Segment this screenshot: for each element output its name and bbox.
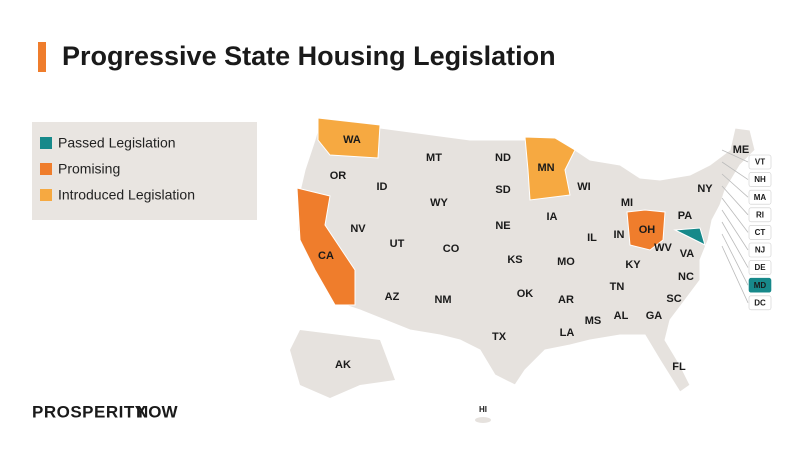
small-state-labels: VT NH MA RI CT NJ DE MD DC bbox=[721, 149, 772, 311]
state-label: PA bbox=[678, 210, 693, 222]
state-label: ND bbox=[495, 152, 511, 164]
legend-swatch bbox=[40, 137, 52, 149]
state-label: MT bbox=[426, 152, 442, 164]
logo: PROSPERITY NOW bbox=[32, 402, 179, 421]
state-label: SC bbox=[666, 293, 681, 305]
logo-first: PROSPERITY bbox=[32, 402, 147, 421]
state-label: OH bbox=[639, 224, 656, 236]
leader-line bbox=[721, 185, 749, 216]
state-label: IL bbox=[587, 232, 597, 244]
state-label: MN bbox=[537, 162, 554, 174]
state-wa bbox=[317, 117, 381, 159]
state-label: AR bbox=[558, 294, 574, 306]
small-state-label: VT bbox=[755, 158, 765, 167]
small-state-label: DC bbox=[754, 298, 766, 307]
legend-box bbox=[32, 122, 257, 220]
state-label: GA bbox=[646, 310, 663, 322]
state-oh bbox=[626, 209, 666, 251]
state-label: MS bbox=[585, 315, 602, 327]
legend-label: Introduced Legislation bbox=[58, 187, 195, 203]
state-label: KS bbox=[507, 254, 522, 266]
state-label: NM bbox=[434, 294, 451, 306]
legend-swatch bbox=[40, 163, 52, 175]
leader-line bbox=[721, 245, 749, 303]
small-state-label: NH bbox=[754, 175, 766, 184]
legend-swatch bbox=[40, 189, 52, 201]
small-state-box bbox=[748, 207, 772, 223]
state-label: ID bbox=[377, 181, 388, 193]
state-label: HI bbox=[479, 405, 487, 414]
state-label: SD bbox=[495, 184, 510, 196]
small-state-box bbox=[748, 242, 772, 258]
state-label: TX bbox=[492, 331, 507, 343]
leader-line bbox=[721, 161, 749, 180]
state-label: AK bbox=[335, 359, 351, 371]
state-label: ME bbox=[733, 144, 750, 156]
state-label: FL bbox=[672, 361, 686, 373]
state-label: VA bbox=[680, 248, 695, 260]
state-label: UT bbox=[390, 238, 405, 250]
leader-line bbox=[721, 209, 749, 251]
small-state-label: DE bbox=[754, 263, 766, 272]
leader-line bbox=[721, 221, 749, 268]
state-mn bbox=[524, 136, 576, 201]
state-label: WY bbox=[430, 197, 448, 209]
state-label: CO bbox=[443, 243, 460, 255]
small-state-label: MD bbox=[754, 281, 767, 290]
small-state-label: CT bbox=[755, 228, 766, 237]
small-state-box bbox=[748, 295, 772, 311]
legend-label: Promising bbox=[58, 161, 120, 177]
small-state-label: RI bbox=[756, 210, 764, 219]
hawaii bbox=[475, 417, 491, 423]
small-state-label: NJ bbox=[755, 246, 765, 255]
state-label: NC bbox=[678, 271, 694, 283]
small-state-box bbox=[748, 277, 772, 293]
state-ca bbox=[296, 187, 356, 306]
state-label: NV bbox=[350, 223, 366, 235]
state-label: OR bbox=[330, 170, 347, 182]
state-label: IA bbox=[547, 211, 558, 223]
title-accent bbox=[38, 42, 46, 72]
leader-line bbox=[721, 197, 749, 233]
small-state-box bbox=[748, 225, 772, 240]
state-label: WA bbox=[343, 134, 361, 146]
state-label: AL bbox=[614, 310, 629, 322]
legend: Passed Legislation Promising Introduced Le… bbox=[40, 135, 195, 203]
mainland bbox=[297, 121, 756, 393]
us-map bbox=[290, 117, 756, 423]
state-labels: WA OR CA NV ID MT WY UT AZ CO NM ND SD N… bbox=[318, 134, 749, 414]
state-label: CA bbox=[318, 250, 334, 262]
state-label: MO bbox=[557, 256, 575, 268]
small-state-box bbox=[748, 189, 772, 205]
state-label: TN bbox=[610, 281, 625, 293]
state-label: NY bbox=[697, 183, 713, 195]
state-label: MI bbox=[621, 197, 633, 209]
leader-line bbox=[721, 149, 749, 163]
legend-label: Passed Legislation bbox=[58, 135, 176, 151]
state-label: OK bbox=[517, 288, 534, 300]
small-state-label: MA bbox=[754, 193, 767, 202]
small-state-box bbox=[748, 154, 772, 170]
state-label: IN bbox=[614, 229, 625, 241]
small-state-box bbox=[748, 172, 772, 187]
small-state-box bbox=[748, 260, 772, 275]
state-label: AZ bbox=[385, 291, 400, 303]
logo-second: NOW bbox=[136, 402, 179, 421]
leader-line bbox=[721, 233, 749, 286]
state-label: NE bbox=[495, 220, 510, 232]
state-label: WI bbox=[577, 181, 590, 193]
state-label: LA bbox=[560, 327, 575, 339]
title: Progressive State Housing Legislation bbox=[62, 41, 556, 71]
leader-line bbox=[721, 173, 749, 198]
state-md bbox=[673, 227, 706, 246]
alaska bbox=[290, 330, 395, 398]
state-label: WV bbox=[654, 242, 672, 254]
state-label: KY bbox=[625, 259, 641, 271]
